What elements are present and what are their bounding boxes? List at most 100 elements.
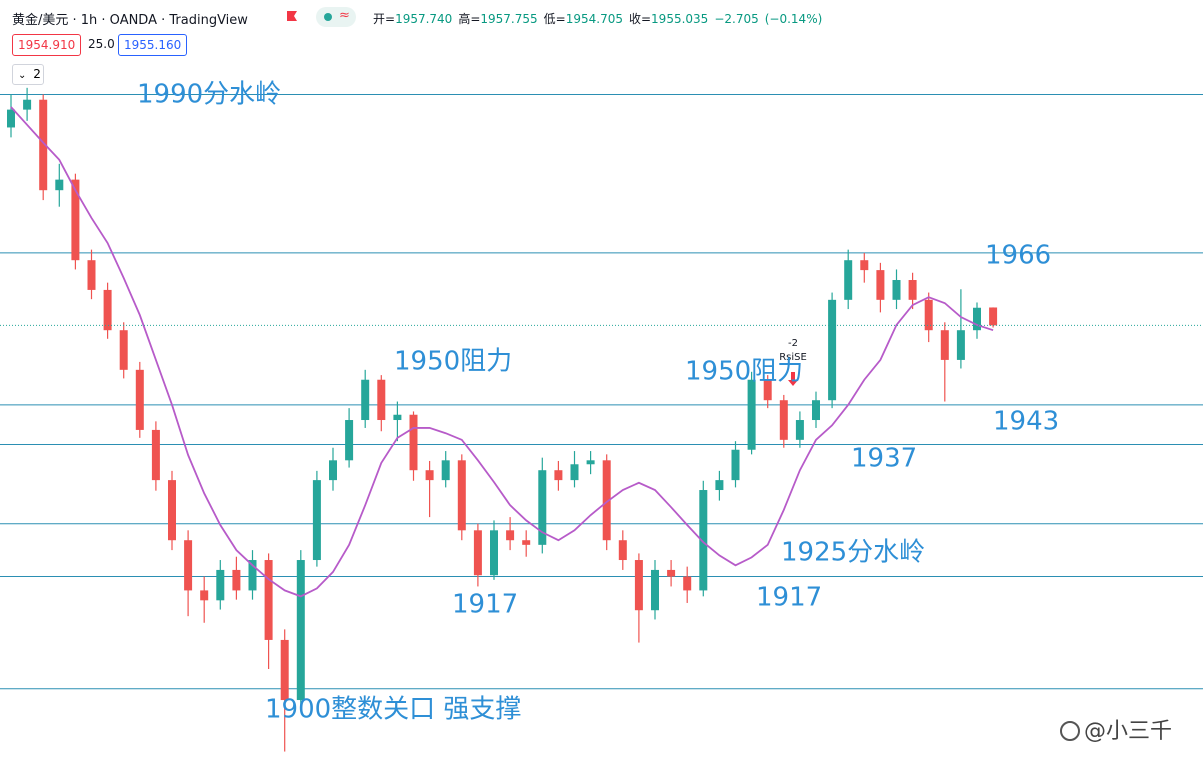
legend-value: 1954.705 xyxy=(565,12,623,26)
status-dot xyxy=(324,13,332,21)
flag-icon[interactable] xyxy=(285,10,299,24)
legend-change-pct: (−0.14%) xyxy=(764,12,823,26)
annotation: 1950阻力 xyxy=(394,347,512,377)
candle-body xyxy=(119,330,128,370)
ohlc-legend: 开=1957.740 高=1957.755 低=1954.705 收=1955.035… xyxy=(373,10,828,27)
candle-body xyxy=(151,429,160,481)
annotation: 1900整数关口 强支撑 xyxy=(265,695,521,725)
candle-body xyxy=(618,540,627,561)
candle-body xyxy=(345,420,354,461)
candle-body xyxy=(280,639,289,701)
candle-body xyxy=(747,379,756,450)
annotation: 1925分水岭 xyxy=(781,538,925,568)
candle-body xyxy=(538,470,547,545)
candle-body xyxy=(71,179,80,261)
candle-body xyxy=(828,299,837,401)
candle-body xyxy=(200,590,209,601)
annotation: 1937 xyxy=(851,444,917,474)
chevron: ⌄ xyxy=(18,70,27,81)
annotation: 1950阻力 xyxy=(685,357,803,387)
signal-name: RsiSE xyxy=(779,352,807,363)
candle-body xyxy=(490,530,498,576)
symbol-title: 黄金/美元 · 1h · OANDA · TradingView xyxy=(12,13,248,28)
legend-key: 高= xyxy=(458,12,481,26)
candle-body xyxy=(699,490,708,591)
candle-body xyxy=(329,460,337,481)
candle-body xyxy=(7,109,15,128)
watermark: @小三千 xyxy=(1084,719,1172,744)
candle-body xyxy=(312,480,321,561)
candle-body xyxy=(779,400,788,440)
candle-body xyxy=(876,270,885,300)
candle-body xyxy=(731,449,740,481)
candle-body xyxy=(103,289,112,331)
candle-body xyxy=(634,560,643,611)
candle-body xyxy=(956,330,965,360)
annotation: 1966 xyxy=(985,241,1051,271)
legend-value: 1955.035 xyxy=(651,12,709,26)
status-toggle[interactable]: ≈ xyxy=(316,7,356,27)
legend-key: 收= xyxy=(628,12,652,26)
candle-body xyxy=(55,179,64,191)
candle-body xyxy=(892,280,901,300)
candle-body xyxy=(973,307,981,331)
candle-body xyxy=(409,414,418,471)
status-icon: ≈ xyxy=(339,8,350,23)
candle-body xyxy=(715,480,724,491)
candle-body xyxy=(554,470,563,481)
candle-body xyxy=(940,330,949,360)
candle-body xyxy=(683,576,692,591)
candle-body xyxy=(473,530,482,576)
candle-body xyxy=(570,464,579,481)
candle-body xyxy=(763,379,772,401)
candle-body xyxy=(667,569,676,577)
legend-change: −2.705 xyxy=(714,12,759,26)
bid-price[interactable]: 1954.910 xyxy=(12,34,82,56)
candle-body xyxy=(135,369,144,430)
candle-body xyxy=(23,99,32,110)
candle-body xyxy=(87,260,96,290)
spread: 25.0 xyxy=(88,37,115,51)
candle-body xyxy=(248,560,257,591)
candle-body xyxy=(602,460,611,541)
moving-average xyxy=(10,106,994,598)
candle-body xyxy=(377,379,386,421)
candle-body xyxy=(264,560,273,640)
indicators-toggle[interactable]: ⌄ 2 xyxy=(12,64,44,85)
candle-body xyxy=(795,420,804,440)
candle-body xyxy=(296,560,305,701)
candle-body xyxy=(860,260,869,271)
legend-value: 1957.740 xyxy=(395,12,453,26)
candle-body xyxy=(361,379,370,421)
candle-body xyxy=(168,480,176,541)
candle-body xyxy=(989,307,998,326)
indicator-count: 2 xyxy=(33,67,41,81)
watermark-logo xyxy=(1060,721,1080,741)
signal-count: -2 xyxy=(788,338,798,349)
candle-body xyxy=(39,99,48,191)
legend-key: 低= xyxy=(543,12,566,26)
annotation: 1990分水岭 xyxy=(137,80,281,110)
candle-body xyxy=(586,460,595,465)
candle-body xyxy=(393,414,402,421)
candle-body xyxy=(924,299,933,331)
candle-body xyxy=(216,569,225,601)
candle-body xyxy=(812,400,820,421)
candle-body xyxy=(184,540,193,591)
candle-body xyxy=(908,280,917,300)
candle-body xyxy=(457,460,466,531)
candle-body xyxy=(425,470,434,481)
annotation: 1943 xyxy=(993,407,1059,437)
candle-body xyxy=(522,540,531,545)
candle-body xyxy=(441,460,450,481)
candle-body xyxy=(844,260,853,300)
annotation: 1917 xyxy=(452,590,518,620)
candle-body xyxy=(651,569,659,611)
legend-key: 开= xyxy=(373,12,396,26)
ask-price[interactable]: 1955.160 xyxy=(118,34,188,56)
legend-value: 1957.755 xyxy=(480,12,538,26)
annotation: 1917 xyxy=(756,583,822,613)
candle-body xyxy=(232,569,241,591)
